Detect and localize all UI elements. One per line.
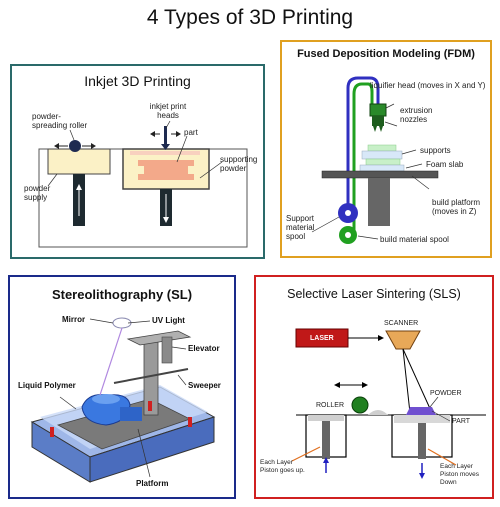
sl-panel: Stereolithography (SL) Mirror — [8, 275, 236, 499]
fdm-panel: Fused Deposition Modeling (FDM) liquifie… — [280, 40, 492, 258]
fdm-label-supports: supports — [420, 146, 451, 155]
inkjet-title: Inkjet 3D Printing — [84, 73, 191, 89]
sl-label-polymer: Liquid Polymer — [18, 381, 76, 390]
fdm-diagram — [311, 76, 439, 244]
sls-title: Selective Laser Sintering (SLS) — [287, 287, 461, 301]
sls-diagram — [291, 328, 486, 479]
fdm-label-nozzles: extrusion nozzles — [400, 106, 433, 124]
inkjet-label-heads: inkjet print heads — [149, 102, 187, 120]
inkjet-label-supporting: supporting powder — [220, 155, 258, 173]
fdm-label-foam: Foam slab — [426, 160, 464, 169]
fdm-title: Fused Deposition Modeling (FDM) — [297, 48, 475, 60]
sls-label-part: PART — [452, 418, 471, 425]
sl-label-sweeper: Sweeper — [188, 381, 221, 390]
fdm-label-build-spool: build material spool — [380, 235, 449, 244]
sls-panel: Selective Laser Sintering (SLS) — [254, 275, 494, 499]
sls-label-left-note: Each Layer Piston goes up. — [260, 459, 305, 474]
sl-label-platform: Platform — [136, 479, 169, 488]
fdm-label-liquifier: liquifier head (moves in X and Y) — [370, 81, 486, 90]
main-title: 4 Types of 3D Printing — [146, 6, 354, 29]
sl-diagram — [30, 317, 216, 483]
fdm-label-platform: build platform (moves in Z) — [432, 198, 481, 216]
sl-label-mirror: Mirror — [62, 315, 86, 324]
fdm-label-support-spool: Support material spool — [286, 214, 315, 241]
sls-label-right-note: Each Layer Piston moves Down — [440, 463, 480, 486]
inkjet-diagram — [38, 120, 248, 248]
sl-label-elevator: Elevator — [188, 344, 220, 353]
inkjet-label-part: part — [184, 128, 198, 137]
sls-label-scanner: SCANNER — [384, 320, 419, 327]
sl-label-uv: UV Light — [152, 316, 185, 325]
inkjet-label-roller: powder-spreading roller — [32, 112, 88, 130]
sls-label-powder: POWDER — [430, 390, 462, 397]
inkjet-label-supply: powder supply — [24, 184, 51, 202]
inkjet-panel: Inkjet 3D Printing — [10, 64, 265, 259]
sl-title: Stereolithography (SL) — [51, 287, 193, 302]
sls-label-roller: ROLLER — [316, 402, 345, 409]
sls-label-laser: LASER — [310, 335, 334, 342]
